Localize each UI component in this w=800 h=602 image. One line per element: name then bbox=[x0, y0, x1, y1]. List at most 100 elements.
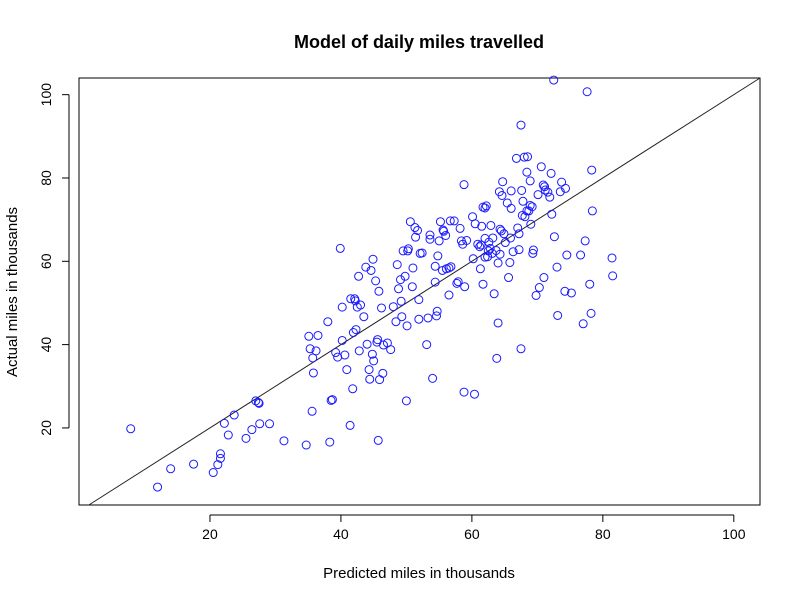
data-point bbox=[555, 187, 565, 197]
data-point bbox=[255, 419, 265, 429]
data-point bbox=[528, 245, 538, 255]
data-point bbox=[513, 223, 523, 233]
data-point bbox=[405, 217, 415, 227]
data-point bbox=[394, 284, 404, 294]
data-point bbox=[488, 233, 498, 243]
data-point bbox=[475, 264, 485, 274]
data-point bbox=[493, 318, 503, 328]
y-axis: 20 40 60 80 100 bbox=[38, 83, 70, 436]
data-point bbox=[346, 294, 356, 304]
data-point bbox=[449, 216, 459, 226]
data-point bbox=[587, 206, 597, 216]
data-point bbox=[502, 198, 512, 208]
data-point bbox=[265, 419, 275, 429]
data-point bbox=[435, 217, 445, 227]
data-point bbox=[527, 202, 537, 212]
data-point bbox=[391, 317, 401, 327]
data-point bbox=[495, 249, 505, 259]
data-point bbox=[493, 258, 503, 268]
data-point bbox=[608, 271, 618, 281]
data-point bbox=[539, 273, 549, 283]
data-point bbox=[253, 398, 263, 408]
data-point bbox=[388, 302, 398, 312]
data-point bbox=[398, 246, 408, 256]
data-point bbox=[536, 162, 546, 172]
data-point bbox=[506, 186, 516, 196]
data-point bbox=[475, 242, 485, 252]
data-point bbox=[335, 243, 345, 253]
data-point bbox=[433, 251, 443, 261]
data-point bbox=[251, 396, 261, 406]
data-point bbox=[417, 248, 427, 258]
data-point bbox=[408, 263, 418, 273]
data-point bbox=[401, 396, 411, 406]
data-point bbox=[473, 239, 483, 249]
data-point bbox=[402, 321, 412, 331]
data-point bbox=[516, 344, 526, 354]
data-point bbox=[126, 424, 136, 434]
data-point bbox=[308, 368, 318, 378]
data-points bbox=[126, 75, 618, 492]
data-point bbox=[496, 226, 506, 236]
data-point bbox=[166, 464, 176, 474]
data-point bbox=[516, 120, 526, 130]
data-point bbox=[354, 271, 364, 281]
data-point bbox=[481, 201, 491, 211]
data-point bbox=[423, 313, 433, 323]
data-point bbox=[531, 290, 541, 300]
data-point bbox=[377, 303, 387, 313]
data-point bbox=[560, 286, 570, 296]
data-point bbox=[459, 180, 469, 190]
data-point bbox=[525, 200, 535, 210]
data-point bbox=[359, 312, 369, 322]
data-point bbox=[241, 433, 251, 443]
data-point bbox=[301, 440, 311, 450]
data-point bbox=[430, 277, 440, 287]
data-point bbox=[422, 340, 432, 350]
x-axis: 20 40 60 80 100 bbox=[202, 514, 746, 542]
data-point bbox=[400, 271, 410, 281]
x-tick-label: 20 bbox=[202, 526, 218, 542]
data-point bbox=[229, 410, 239, 420]
data-point bbox=[434, 236, 444, 246]
data-point bbox=[476, 240, 486, 250]
data-point bbox=[470, 389, 480, 399]
data-point bbox=[373, 435, 383, 445]
data-point bbox=[582, 87, 592, 97]
data-point bbox=[325, 437, 335, 447]
data-point bbox=[373, 335, 383, 345]
data-point bbox=[511, 153, 521, 163]
data-point bbox=[396, 296, 406, 306]
data-point bbox=[553, 310, 563, 320]
data-point bbox=[446, 262, 456, 272]
data-point bbox=[386, 345, 396, 355]
data-point bbox=[578, 319, 588, 329]
data-point bbox=[247, 425, 257, 435]
data-point bbox=[453, 277, 463, 287]
data-point bbox=[549, 75, 559, 85]
data-point bbox=[354, 346, 364, 356]
y-tick-label: 20 bbox=[38, 420, 54, 436]
data-point bbox=[345, 420, 355, 430]
data-point bbox=[470, 219, 480, 229]
data-point bbox=[392, 260, 402, 270]
y-tick-label: 100 bbox=[38, 83, 54, 107]
data-point bbox=[326, 395, 336, 405]
data-point bbox=[508, 247, 518, 257]
data-point bbox=[506, 233, 516, 243]
data-point bbox=[540, 185, 550, 195]
data-point bbox=[208, 468, 218, 478]
data-point bbox=[519, 152, 529, 162]
data-point bbox=[498, 177, 508, 187]
data-point bbox=[459, 387, 469, 397]
data-point bbox=[371, 276, 381, 286]
data-point bbox=[452, 278, 462, 288]
data-point bbox=[500, 238, 510, 248]
data-point bbox=[327, 395, 337, 405]
data-point bbox=[538, 180, 548, 190]
data-point bbox=[557, 177, 567, 187]
data-point bbox=[374, 286, 384, 296]
data-point bbox=[506, 203, 516, 213]
data-point bbox=[430, 261, 440, 271]
